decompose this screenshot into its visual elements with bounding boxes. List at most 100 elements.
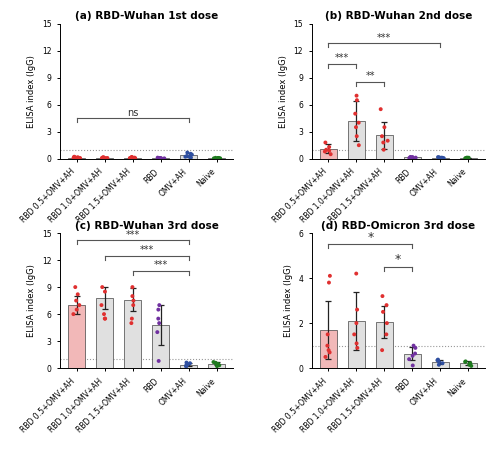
Point [129, 301, 137, 309]
Point [352, 123, 360, 131]
Point [154, 306, 162, 313]
Point [183, 152, 191, 160]
Point [434, 356, 442, 363]
Point [128, 292, 136, 300]
Point [99, 154, 107, 161]
Point [463, 154, 471, 161]
Bar [152, 325, 169, 368]
Bar [460, 158, 476, 159]
Bar [68, 305, 85, 368]
Point [412, 154, 420, 161]
Point [214, 360, 222, 368]
Title: (c) RBD-Wuhan 3rd dose: (c) RBD-Wuhan 3rd dose [75, 221, 219, 231]
Point [464, 154, 472, 161]
Title: (d) RBD-Omicron 3rd dose: (d) RBD-Omicron 3rd dose [321, 221, 476, 231]
Text: ***: *** [154, 260, 168, 270]
Point [128, 320, 136, 327]
Point [378, 292, 386, 300]
Bar [432, 158, 448, 159]
Bar [68, 158, 85, 159]
Point [412, 344, 420, 352]
Point [216, 154, 224, 162]
Point [410, 342, 418, 349]
Point [325, 279, 333, 287]
Point [382, 330, 390, 338]
Point [325, 143, 333, 151]
Point [186, 153, 194, 160]
Point [464, 154, 471, 161]
Text: *: * [367, 231, 374, 244]
Point [128, 315, 136, 322]
Point [182, 362, 190, 370]
Point [215, 154, 223, 162]
Point [353, 96, 361, 104]
Point [322, 146, 330, 153]
Point [72, 155, 80, 162]
Point [72, 297, 80, 304]
Point [325, 147, 333, 154]
Point [324, 330, 332, 338]
Bar [208, 158, 225, 159]
Point [462, 358, 469, 365]
Point [70, 154, 78, 161]
Point [156, 154, 164, 162]
Point [102, 154, 110, 162]
Point [408, 153, 416, 161]
Point [380, 146, 388, 153]
Text: ***: *** [335, 53, 349, 63]
Bar [124, 158, 141, 159]
Bar [320, 330, 336, 368]
Point [380, 139, 388, 146]
Point [128, 153, 136, 161]
Point [466, 360, 474, 367]
Point [183, 360, 191, 367]
Point [214, 154, 222, 162]
Point [466, 360, 474, 367]
Point [405, 355, 413, 363]
Text: **: ** [366, 71, 375, 82]
Point [408, 352, 416, 360]
Point [154, 329, 162, 336]
Point [321, 148, 329, 155]
Bar [208, 363, 225, 368]
Point [130, 154, 138, 161]
Point [186, 360, 194, 367]
Point [72, 306, 80, 313]
Point [376, 105, 384, 113]
Point [382, 301, 390, 309]
Point [440, 154, 448, 162]
Point [98, 283, 106, 291]
Point [76, 154, 84, 162]
Point [409, 362, 417, 369]
Point [184, 361, 192, 368]
Point [326, 272, 334, 279]
Point [130, 297, 138, 304]
Point [216, 362, 224, 369]
Bar [376, 135, 392, 159]
Point [438, 360, 446, 367]
Point [378, 133, 386, 140]
Bar [96, 298, 113, 368]
Point [468, 362, 475, 370]
Point [184, 149, 192, 156]
Point [326, 151, 334, 158]
Point [188, 151, 196, 159]
Point [438, 154, 446, 161]
Point [355, 142, 363, 149]
Point [212, 360, 220, 367]
Bar [460, 363, 476, 368]
Point [212, 154, 220, 161]
Point [154, 154, 162, 161]
Y-axis label: ELISA index (IgG): ELISA index (IgG) [284, 264, 293, 337]
Point [383, 320, 391, 327]
Point [101, 315, 109, 322]
Point [352, 340, 360, 347]
Point [157, 154, 165, 162]
Text: *: * [395, 253, 402, 266]
Title: (b) RBD-Wuhan 2nd dose: (b) RBD-Wuhan 2nd dose [324, 11, 472, 21]
Point [187, 154, 195, 161]
Point [465, 361, 473, 369]
Point [160, 155, 168, 162]
Point [101, 288, 109, 295]
Point [210, 358, 218, 366]
